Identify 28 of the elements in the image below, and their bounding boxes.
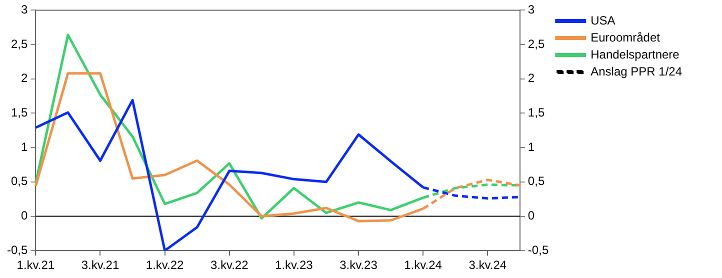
y-tick-label: 0: [20, 208, 28, 223]
y2-tick-label: 0,5: [528, 174, 545, 188]
x-tick-label: 3.kv.24: [468, 258, 507, 272]
legend-label: USA: [590, 13, 616, 28]
legend-label: Handelspartnere: [590, 47, 680, 62]
y-tick-label: 2,5: [10, 36, 28, 51]
y-tick-label: 3: [20, 2, 28, 17]
y2-tick-label: 0: [528, 208, 535, 223]
x-tick-label: 3.kv.22: [210, 258, 249, 272]
y2-tick-label: 2,5: [528, 36, 545, 51]
y2-tick-label: 2: [528, 71, 535, 86]
y2-tick-label: 1,5: [528, 106, 545, 120]
y-tick-label: 2: [20, 71, 28, 86]
x-tick-label: 1.kv.21: [16, 258, 55, 272]
y2-tick-label: 1: [528, 140, 535, 154]
x-tick-label: 1.kv.22: [146, 258, 184, 272]
x-tick-label: 1.kv.24: [404, 258, 442, 272]
y-tick-label: -0,5: [6, 242, 28, 257]
y-tick-label: 0,5: [10, 174, 28, 188]
y-tick-label: 1,5: [10, 106, 28, 120]
y2-tick-label: -0,5: [528, 242, 549, 257]
x-tick-label: 3.kv.23: [340, 258, 378, 272]
y2-tick-label: 3: [528, 2, 535, 17]
legend-label: Anslag PPR 1/24: [590, 64, 682, 78]
y-tick-label: 1: [20, 140, 28, 154]
x-tick-label: 3.kv.21: [81, 258, 120, 272]
x-tick-label: 1.kv.23: [275, 258, 314, 272]
legend-label: Euroområdet: [590, 30, 661, 44]
